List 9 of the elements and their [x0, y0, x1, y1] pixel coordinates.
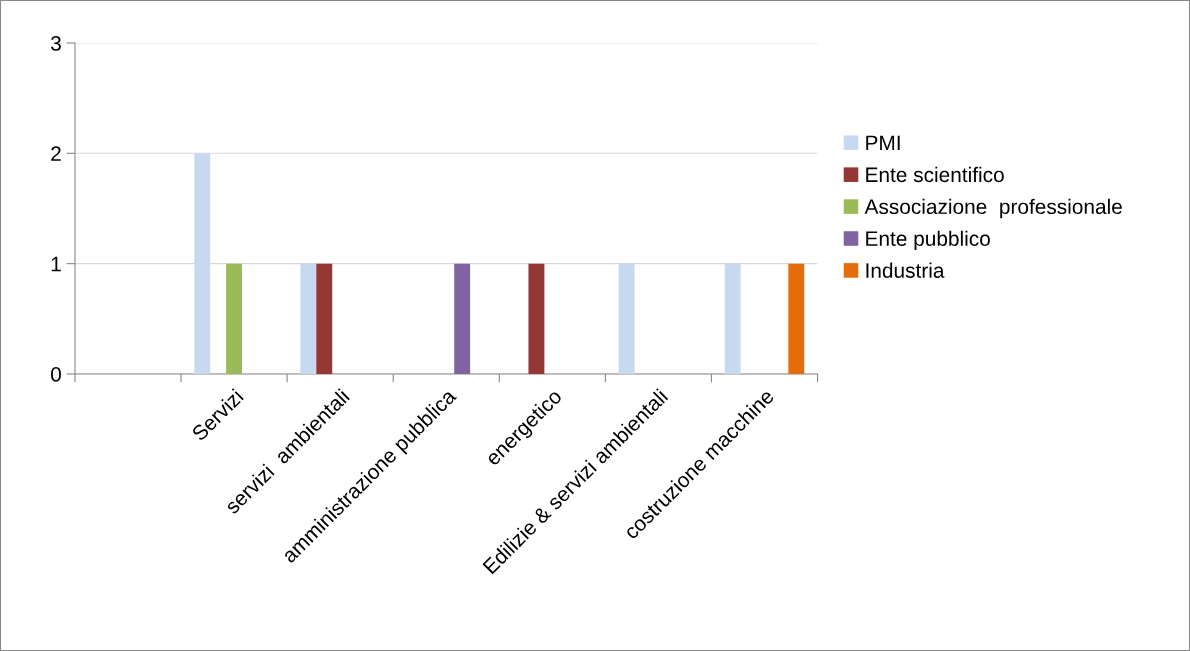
- legend-label: Industria: [866, 262, 945, 278]
- legend-label: PMI: [866, 135, 900, 151]
- y-tick-label: 2: [51, 146, 61, 161]
- y-tick-label: 0: [51, 367, 61, 382]
- legend-label: Ente pubblico: [866, 230, 990, 251]
- legend-label: Ente scientifico: [866, 166, 1004, 183]
- y-tick-label: 3: [50, 35, 61, 51]
- y-tick-label: 1: [51, 256, 61, 272]
- legend-label: Associazione professionale: [864, 198, 1122, 219]
